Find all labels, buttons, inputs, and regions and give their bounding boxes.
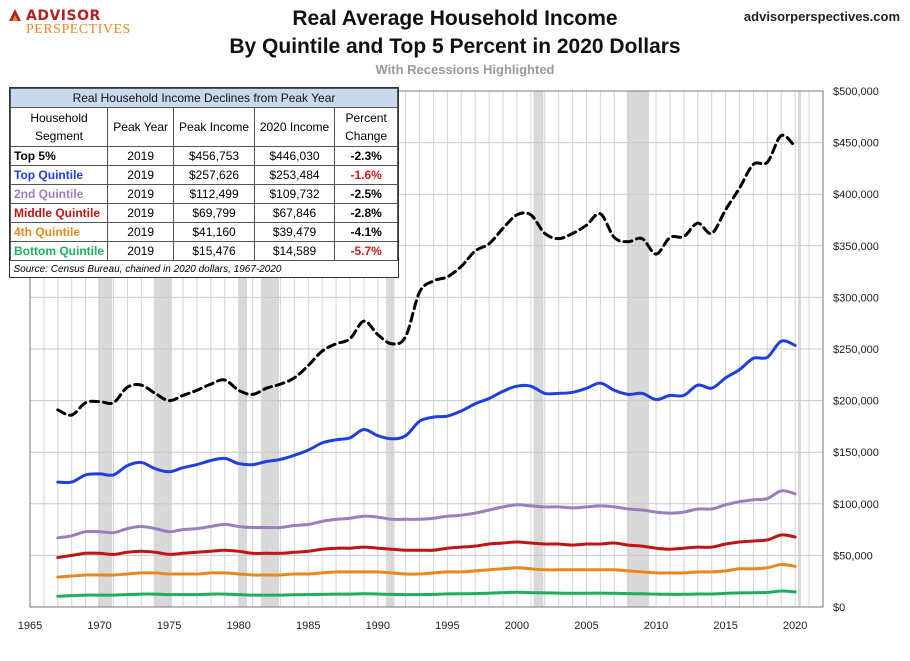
income-2020-cell: $14,589 [253,241,336,261]
segment-cell: Top Quintile [10,165,108,185]
series-line-4th-quintile [56,562,797,579]
x-tick-label: 1975 [157,620,181,632]
logo-mark-icon [9,9,21,21]
x-tick-label: 1985 [296,620,320,632]
series-line-middle-quintile [56,533,797,559]
logo-text-top: ADVISOR [26,8,101,24]
peak-income-cell: $257,626 [173,165,255,185]
table-row: 4th Quintile 2019 $41,160 $39,479 -4.1% [10,222,398,242]
table-row: Bottom Quintile 2019 $15,476 $14,589 -5.7% [10,241,398,261]
column-header: 2020 Income [253,107,336,147]
percent-change-cell: -2.5% [334,184,398,204]
percent-change-cell: -5.7% [334,241,398,261]
column-header: Household Segment [10,107,108,147]
y-tick-label: $0 [833,602,845,614]
table-source-note: Source: Census Bureau, chained in 2020 d… [13,263,282,275]
y-tick-label: $200,000 [833,396,879,408]
x-tick-label: 1995 [435,620,459,632]
income-2020-cell: $109,732 [253,184,336,204]
income-2020-cell: $39,479 [253,222,336,242]
x-tick-label: 2010 [644,620,668,632]
y-tick-label: $250,000 [833,344,879,356]
peak-year-cell: 2019 [106,241,175,261]
income-2020-cell: $446,030 [253,146,336,166]
y-tick-label: $350,000 [833,241,879,253]
table-row: Top Quintile 2019 $257,626 $253,484 -1.6% [10,165,398,185]
chart-title-line2: By Quintile and Top 5 Percent in 2020 Do… [229,35,681,58]
peak-income-cell: $41,160 [173,222,255,242]
percent-change-cell: -4.1% [334,222,398,242]
peak-income-cell: $456,753 [173,146,255,166]
segment-cell: 2nd Quintile [10,184,108,204]
segment-cell: Middle Quintile [10,203,108,223]
plot-frame [29,90,824,608]
peak-year-cell: 2019 [106,146,175,166]
series-line-2nd-quintile [56,489,797,540]
peak-income-cell: $15,476 [173,241,255,261]
table-title: Real Household Income Declines from Peak… [10,88,398,108]
income-2020-cell: $67,846 [253,203,336,223]
y-tick-label: $150,000 [833,447,879,459]
y-tick-label: $100,000 [833,499,879,511]
x-tick-label: 1990 [366,620,390,632]
x-tick-label: 2005 [574,620,598,632]
peak-year-cell: 2019 [106,203,175,223]
series-line-top-5- [56,133,797,417]
peak-year-cell: 2019 [106,165,175,185]
site-url: advisorperspectives.com [743,9,900,24]
table-row: Middle Quintile 2019 $69,799 $67,846 -2.8% [10,203,398,223]
chart-subtitle: With Recessions Highlighted [375,62,555,77]
peak-year-cell: 2019 [106,222,175,242]
advisor-perspectives-logo: ADVISOR PERSPECTIVES [8,6,148,40]
income-decline-table: Real Household Income Declines from Peak… [9,87,399,278]
peak-income-cell: $112,499 [173,184,255,204]
series-lines [56,133,797,598]
x-tick-label: 1965 [18,620,42,632]
table-row: Top 5% 2019 $456,753 $446,030 -2.3% [10,146,398,166]
column-header: Peak Year [106,107,175,147]
series-line-bottom-quintile [56,589,797,598]
peak-year-cell: 2019 [106,184,175,204]
segment-cell: 4th Quintile [10,222,108,242]
income-2020-cell: $253,484 [253,165,336,185]
y-tick-label: $50,000 [833,550,873,562]
x-tick-label: 1980 [226,620,250,632]
percent-change-cell: -1.6% [334,165,398,185]
chart-title-line1: Real Average Household Income [292,7,618,30]
peak-income-cell: $69,799 [173,203,255,223]
table-row: 2nd Quintile 2019 $112,499 $109,732 -2.5% [10,184,398,204]
x-tick-label: 2015 [713,620,737,632]
column-header: Percent Change [334,107,398,147]
y-axis-ticks: $0 $50,000 $100,000 $150,000 $200,000 $250,00… [833,86,879,614]
x-tick-label: 1970 [87,620,111,632]
logo-text-bottom: PERSPECTIVES [26,22,131,37]
series-line-top-quintile [56,339,797,485]
percent-change-cell: -2.3% [334,146,398,166]
y-tick-label: $450,000 [833,138,879,150]
column-header: Peak Income [173,107,255,147]
y-tick-label: $500,000 [833,86,879,98]
segment-cell: Bottom Quintile [10,241,108,261]
x-axis-ticks: 1965 1970 1975 1980 1985 1990 1995 2000 2005 2010… [18,620,808,632]
y-tick-label: $400,000 [833,189,879,201]
segment-cell: Top 5% [10,146,108,166]
x-tick-label: 2020 [783,620,807,632]
percent-change-cell: -2.8% [334,203,398,223]
y-tick-label: $300,000 [833,292,879,304]
x-tick-label: 2000 [505,620,529,632]
